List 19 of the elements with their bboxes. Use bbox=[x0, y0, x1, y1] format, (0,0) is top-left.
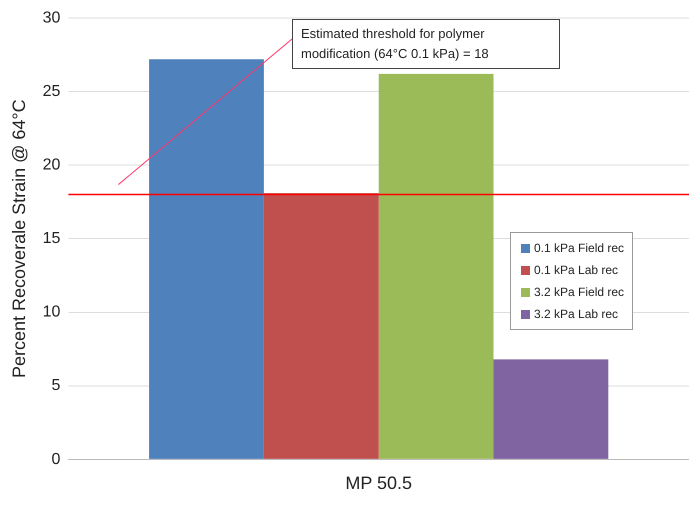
y-tick-label: 25 bbox=[42, 82, 60, 100]
bar bbox=[149, 59, 264, 459]
y-tick-label: 5 bbox=[51, 377, 60, 394]
x-tick-label: MP 50.5 bbox=[345, 473, 412, 494]
y-axis-title: Percent Recoverale Strain @ 64°C bbox=[8, 99, 29, 378]
annotation: Estimated threshold for polymer modification (64°C 0.1 kPa) = 18 bbox=[301, 26, 489, 61]
legend-label: 3.2 kPa Field rec bbox=[533, 284, 624, 301]
legend-label: 3.2 kPa Lab rec bbox=[533, 306, 620, 323]
bar bbox=[378, 74, 494, 459]
legend-label: 0.1 kPa Field rec bbox=[533, 240, 624, 257]
bar bbox=[494, 359, 608, 459]
y-tick-label: 0 bbox=[51, 450, 60, 468]
legend-label: 0.1 kPa Lab rec bbox=[533, 262, 620, 279]
y-tick-label: 15 bbox=[42, 230, 60, 248]
y-tick-label: 10 bbox=[42, 304, 60, 321]
y-tick-label: 20 bbox=[42, 156, 60, 174]
y-tick-label: 30 bbox=[42, 9, 60, 26]
callout-box: Estimated threshold for polymer modification (64°C 0.1 kPa) = 18 bbox=[292, 19, 560, 69]
bar bbox=[264, 193, 379, 459]
